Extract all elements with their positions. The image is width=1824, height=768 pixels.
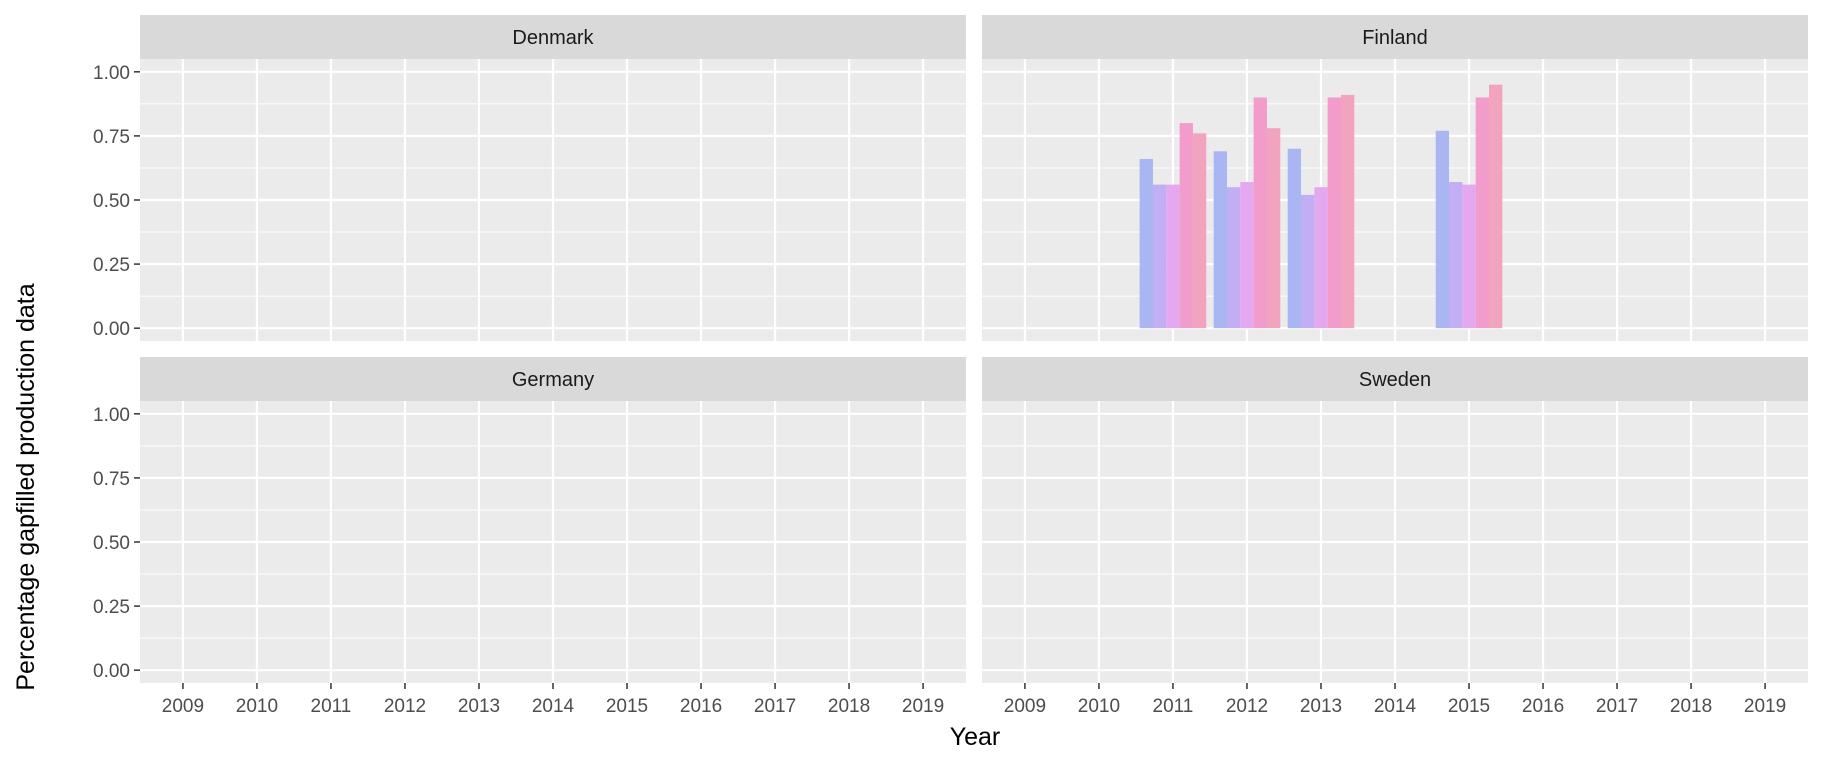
x-tick-label: 2015	[606, 696, 648, 717]
x-tick-label: 2018	[1670, 696, 1712, 717]
bar-2013-5	[1340, 94, 1355, 329]
facet-strip-label: Germany	[512, 369, 594, 391]
bar-2015-5	[1488, 84, 1503, 329]
panel-finland: Finland	[982, 15, 1808, 341]
x-tick-label: 2011	[1153, 696, 1194, 717]
y-tick-label: 0.25	[93, 255, 130, 276]
bar-2013-1	[1287, 148, 1302, 329]
bar-2011-3	[1166, 184, 1180, 329]
x-tick-label: 2017	[1596, 696, 1638, 717]
bar-2013-4	[1327, 97, 1341, 329]
x-tick-label: 2010	[236, 696, 278, 717]
facet-strip	[982, 15, 1808, 59]
facet-strip-label: Sweden	[1359, 369, 1431, 391]
x-tick-label: 2014	[1374, 696, 1417, 717]
x-tick-label: 2009	[162, 696, 204, 717]
y-tick-label: 0.00	[93, 319, 130, 340]
bar-2011-5	[1192, 133, 1207, 329]
panel-sweden: Sweden 2009 2010 2011 2012 2013 2014 2015 2016 20…	[982, 357, 1808, 717]
bar-2012-4	[1253, 97, 1267, 329]
facet-strip	[982, 357, 1808, 401]
bar-2011-4	[1179, 123, 1193, 329]
x-tick-label: 2019	[1744, 696, 1786, 717]
x-tick-label: 2012	[384, 696, 426, 717]
bar-2015-4	[1475, 97, 1489, 329]
y-tick-label: 0.75	[93, 127, 130, 148]
bar-2015-3	[1462, 184, 1476, 329]
x-tick-label: 2011	[311, 696, 352, 717]
y-tick-label: 0.25	[93, 597, 130, 618]
x-axis-title: Year	[950, 723, 1001, 751]
x-tick-label: 2018	[828, 696, 870, 717]
y-tick-label: 0.75	[93, 469, 130, 490]
x-tick-label: 2016	[680, 696, 722, 717]
bar-2013-3	[1314, 187, 1328, 329]
facet-strip-label: Denmark	[512, 27, 594, 49]
facet-strip	[140, 15, 966, 59]
panel-denmark: Denmark 0.00 0.25 0.50 0.75 1.00	[93, 15, 966, 341]
x-tick-label: 2013	[1300, 696, 1342, 717]
bar-2012-3	[1240, 182, 1254, 329]
x-tick-label: 2015	[1448, 696, 1490, 717]
bar-2013-2	[1301, 194, 1315, 329]
y-axis-title: Percentage gapfilled production data	[12, 283, 40, 690]
panel-germany: Germany 0.00 0.25 0.50 0.75 1.00 2009 2010 2011 2…	[93, 357, 966, 717]
y-tick-label: 1.00	[93, 405, 130, 426]
bar-2011-2	[1152, 184, 1167, 329]
x-tick-label: 2009	[1004, 696, 1046, 717]
facet-panels: Denmark 0.00 0.25 0.50 0.75 1.00 Finland German…	[93, 15, 1808, 717]
bar-2012-2	[1226, 187, 1241, 329]
bar-2015-1	[1435, 130, 1450, 329]
x-tick-label: 2014	[532, 696, 575, 717]
x-tick-label: 2012	[1226, 696, 1268, 717]
x-tick-label: 2016	[1522, 696, 1564, 717]
y-tick-label: 0.50	[93, 191, 130, 212]
x-tick-label: 2019	[902, 696, 944, 717]
y-tick-label: 1.00	[93, 63, 130, 84]
facet-strip	[140, 357, 966, 401]
bar-2015-2	[1449, 182, 1463, 329]
bar-2012-1	[1213, 151, 1227, 329]
bar-2011-1	[1139, 158, 1153, 329]
y-tick-label: 0.00	[93, 661, 130, 682]
x-tick-label: 2013	[458, 696, 500, 717]
x-tick-label: 2017	[754, 696, 796, 717]
facet-strip-label: Finland	[1362, 27, 1428, 49]
x-tick-label: 2010	[1078, 696, 1120, 717]
bar-2012-5	[1266, 128, 1281, 329]
y-tick-label: 0.50	[93, 533, 130, 554]
